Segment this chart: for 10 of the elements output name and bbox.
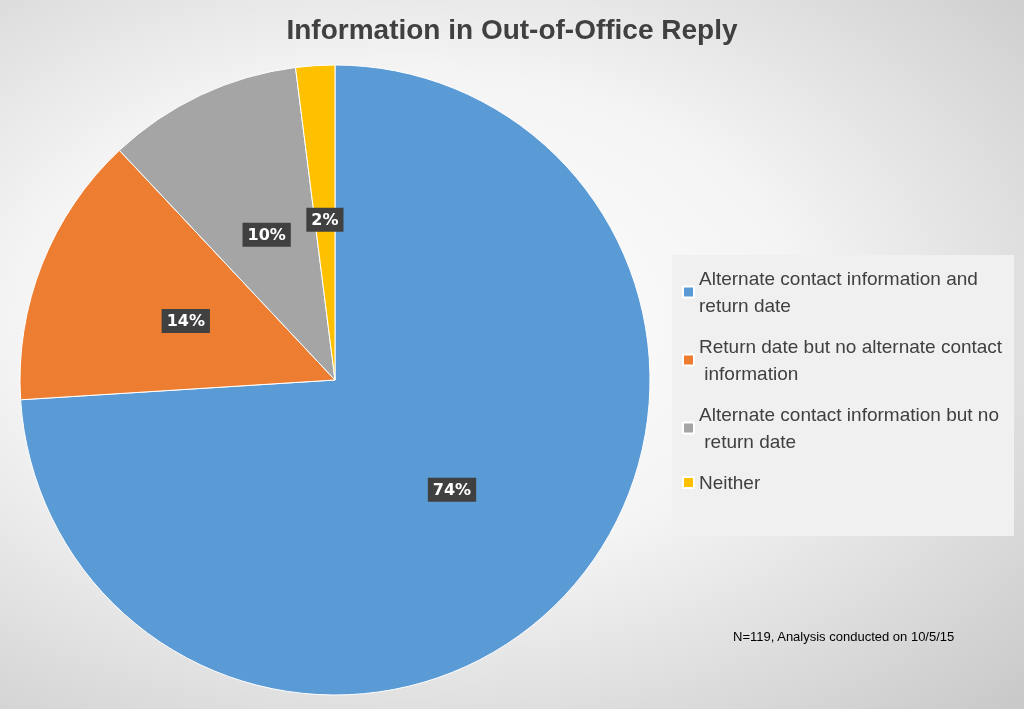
legend-label: Alternate contact information and return date: [699, 268, 984, 316]
chart-title: Information in Out-of-Office Reply: [286, 13, 738, 45]
data-label: 74%: [432, 480, 472, 500]
legend-label: Neither: [699, 472, 761, 493]
data-label: 10%: [247, 225, 286, 245]
legend-label: Alternate contact information but no return date: [699, 404, 999, 452]
legend-label: Return date but no alternate contact information: [699, 336, 1003, 384]
data-label: 14%: [166, 311, 205, 331]
text: N=119, Analysis conducted on 10/5/15: [733, 629, 955, 644]
data-label: 2%: [311, 210, 339, 230]
